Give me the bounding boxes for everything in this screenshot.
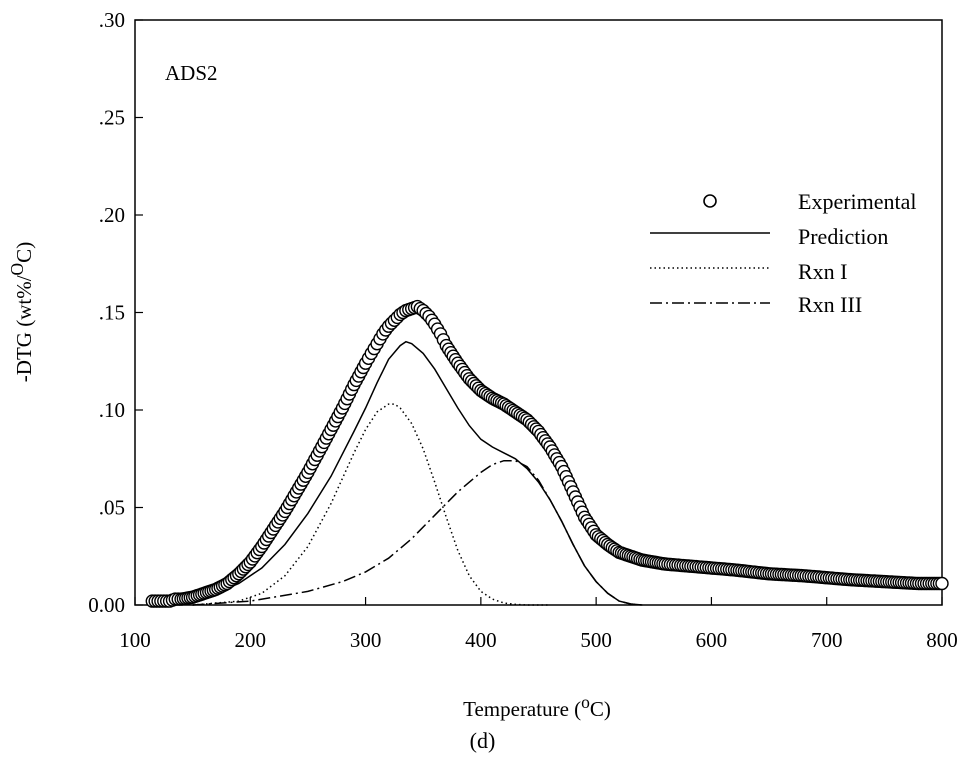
legend-label-rxn-iii: Rxn III (798, 292, 862, 317)
legend-label-experimental: Experimental (798, 189, 917, 214)
figure-caption: (d) (469, 728, 496, 753)
y-tick-label: .30 (99, 8, 125, 32)
x-axis-label: Temperature (oC) (463, 692, 611, 721)
series-line-rxn-iii (192, 459, 643, 606)
legend-label-rxn-i: Rxn I (798, 259, 848, 284)
y-tick-label: .25 (99, 106, 125, 130)
y-tick-label: .15 (99, 301, 125, 325)
y-tick-label: .20 (99, 203, 125, 227)
series-layer (145, 299, 949, 608)
panel-label: ADS2 (165, 61, 218, 85)
experimental-point (935, 576, 949, 591)
legend-marker-experimental (703, 194, 717, 208)
y-tick-label: .05 (99, 496, 125, 520)
y-tick-label: .10 (99, 398, 125, 422)
y-axis-label: -DTG (wt%/OC) (7, 241, 36, 383)
y-tick-label: 0.00 (88, 593, 125, 617)
legend: Experimental Prediction Rxn I Rxn III (650, 189, 917, 317)
x-tick-label: 800 (926, 628, 958, 652)
axis-ticks: 100 200 300 400 500 600 700 800 0.00 .05 .10 .15 .20… (88, 8, 958, 652)
x-tick-label: 100 (119, 628, 151, 652)
x-tick-label: 300 (350, 628, 382, 652)
legend-label-prediction: Prediction (798, 224, 888, 249)
x-tick-label: 700 (811, 628, 843, 652)
series-line-prediction (192, 340, 643, 606)
x-tick-label: 200 (235, 628, 267, 652)
x-tick-label: 400 (465, 628, 497, 652)
x-tick-label: 500 (580, 628, 612, 652)
series-line-rxn-i (192, 403, 550, 606)
x-tick-label: 600 (696, 628, 728, 652)
